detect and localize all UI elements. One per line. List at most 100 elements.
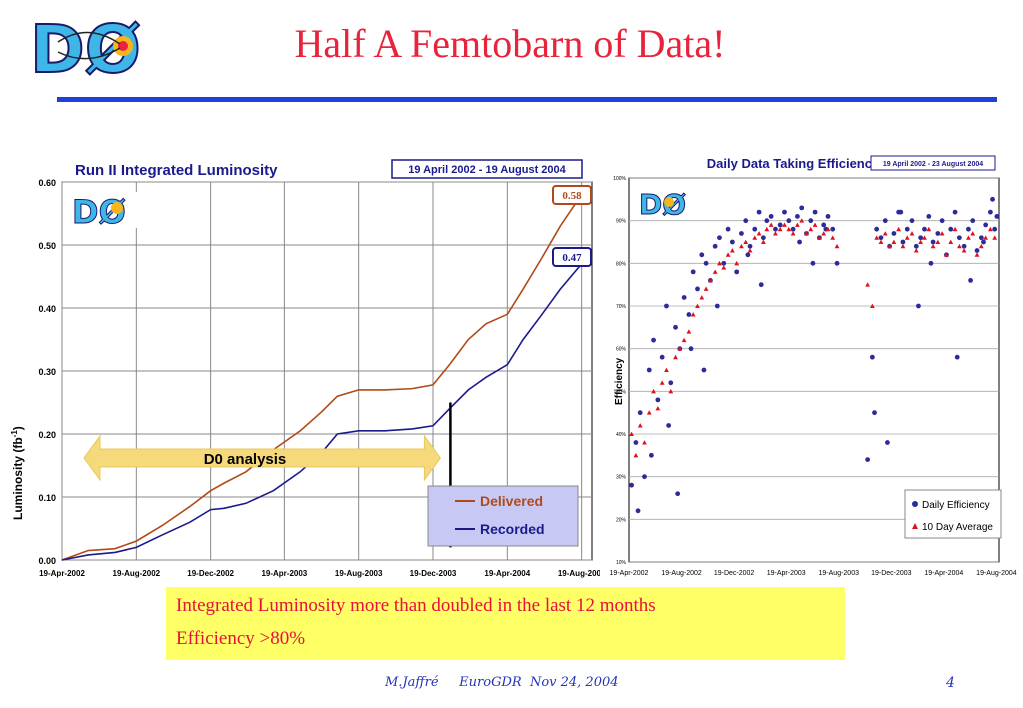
daily-efficiency-point	[909, 218, 915, 224]
daily-efficiency-point	[690, 269, 696, 275]
ten-day-average-point	[812, 222, 818, 227]
daily-efficiency-point	[821, 222, 827, 228]
daily-efficiency-point	[799, 205, 805, 211]
ten-day-average-point	[878, 239, 884, 244]
ten-day-average-point	[646, 410, 652, 415]
ten-day-average-point	[664, 367, 669, 372]
daily-efficiency-point	[747, 243, 753, 249]
delivered-legend-label: Delivered	[480, 493, 543, 509]
ten-day-average-point	[655, 406, 661, 411]
daily-efficiency-point	[688, 346, 694, 352]
ten-day-average-point	[725, 252, 731, 257]
ten-day-average-point	[712, 269, 718, 274]
ten-day-average-point	[944, 252, 949, 257]
ten-day-average-point	[816, 235, 822, 240]
daily-efficiency-point	[758, 282, 764, 288]
daily-efficiency-point	[734, 269, 740, 275]
ten-day-average-point	[930, 243, 936, 249]
eff-x-tick-label: 19-Aug-2004	[976, 570, 1017, 577]
daily-efficiency-point	[666, 423, 672, 428]
daily-efficiency-point	[675, 491, 681, 497]
daily-efficiency-point	[878, 235, 884, 241]
daily-efficiency-point	[646, 367, 652, 373]
recorded-line	[61, 263, 583, 561]
d0-analysis-label: D0 analysis	[204, 451, 287, 468]
daily-efficiency-point	[885, 440, 890, 445]
ten-day-average-point	[978, 243, 984, 249]
daily-efficiency-point	[987, 209, 993, 215]
lumi-x-tick-label: 19-Dec-2003	[410, 569, 457, 578]
daily-efficiency-point	[699, 252, 705, 258]
ten-day-average-point	[974, 252, 980, 257]
daily-efficiency-point	[739, 231, 744, 236]
lumi-y-tick-label: 0.30	[38, 367, 56, 377]
daily-efficiency-point	[830, 226, 836, 232]
ten-day-average-point	[992, 235, 998, 240]
ten-day-average-point	[830, 235, 836, 240]
daily-efficiency-point	[994, 214, 1000, 219]
daily-efficiency-point	[812, 209, 818, 215]
daily-efficiency-legend-swatch	[912, 501, 918, 507]
ten-day-average-point	[721, 265, 727, 270]
ten-day-average-point	[882, 231, 888, 236]
ten-day-average-point	[677, 346, 683, 351]
summary-box: Integrated Luminosity more than doubled …	[166, 587, 845, 660]
delivered-end-label: 0.58	[562, 190, 582, 202]
efficiency-legend	[904, 489, 1002, 539]
daily-efficiency-point	[786, 218, 792, 224]
ten-day-average-point	[869, 303, 875, 308]
daily-efficiency-point	[642, 474, 647, 480]
efficiency-chart-title: Daily Data Taking Efficiency	[707, 156, 880, 171]
eff-x-tick-label: 19-Dec-2002	[714, 570, 755, 577]
ten-day-average-point	[747, 248, 753, 253]
daily-efficiency-point	[900, 239, 906, 245]
ten-day-average-point	[782, 222, 787, 227]
daily-efficiency-point	[865, 457, 871, 462]
luminosity-legend	[427, 485, 579, 547]
daily-efficiency-point	[701, 367, 707, 373]
daily-efficiency-point	[891, 231, 897, 236]
ten-day-average-point	[948, 239, 954, 244]
efficiency-chart: Daily Data Taking Efficiency 19 April 20…	[603, 150, 1023, 584]
daily-efficiency-point	[651, 337, 656, 343]
daily-efficiency-point	[743, 218, 749, 224]
eff-x-tick-label: 19-Apr-2002	[610, 570, 649, 577]
recorded-end-label-box	[552, 247, 592, 267]
recorded-legend-label: Recorded	[480, 521, 545, 537]
daily-efficiency-point	[773, 226, 778, 232]
ten-day-average-point	[734, 260, 740, 266]
efficiency-d0-logo	[639, 186, 687, 218]
daily-efficiency-point	[808, 218, 814, 224]
eff-y-tick-label: 90%	[616, 219, 627, 225]
ten-day-average-point	[804, 231, 809, 236]
ten-day-average-legend-label: 10 Day Average	[922, 522, 993, 533]
daily-efficiency-point	[714, 303, 720, 309]
daily-efficiency-point	[992, 226, 998, 232]
ten-day-average-point	[786, 226, 792, 232]
daily-efficiency-point	[898, 209, 904, 215]
lumi-y-tick-label: 0.60	[38, 178, 56, 188]
lumi-y-tick-label: 0.50	[38, 241, 56, 251]
ten-day-average-point	[703, 286, 709, 291]
daily-efficiency-point	[928, 260, 934, 266]
ten-day-average-point	[681, 337, 687, 343]
daily-efficiency-point	[961, 243, 967, 249]
daily-efficiency-point	[659, 354, 665, 360]
eff-x-tick-label: 19-Aug-2003	[819, 570, 860, 577]
ten-day-average-point	[799, 218, 805, 223]
ten-day-average-point	[922, 235, 927, 240]
daily-efficiency-point	[869, 354, 875, 360]
luminosity-date-box	[391, 159, 583, 179]
eff-y-tick-label: 50%	[616, 389, 627, 395]
daily-efficiency-point	[981, 239, 986, 245]
daily-efficiency-point	[983, 222, 989, 228]
daily-efficiency-point	[681, 295, 687, 300]
eff-y-tick-label: 10%	[616, 560, 627, 566]
daily-efficiency-point	[756, 209, 762, 215]
daily-efficiency-point	[695, 286, 700, 292]
daily-efficiency-point	[703, 260, 709, 266]
daily-efficiency-point	[790, 226, 796, 232]
ten-day-average-point	[777, 226, 783, 232]
eff-y-tick-label: 30%	[616, 475, 627, 481]
luminosity-chart-title: Run II Integrated Luminosity	[75, 162, 278, 179]
